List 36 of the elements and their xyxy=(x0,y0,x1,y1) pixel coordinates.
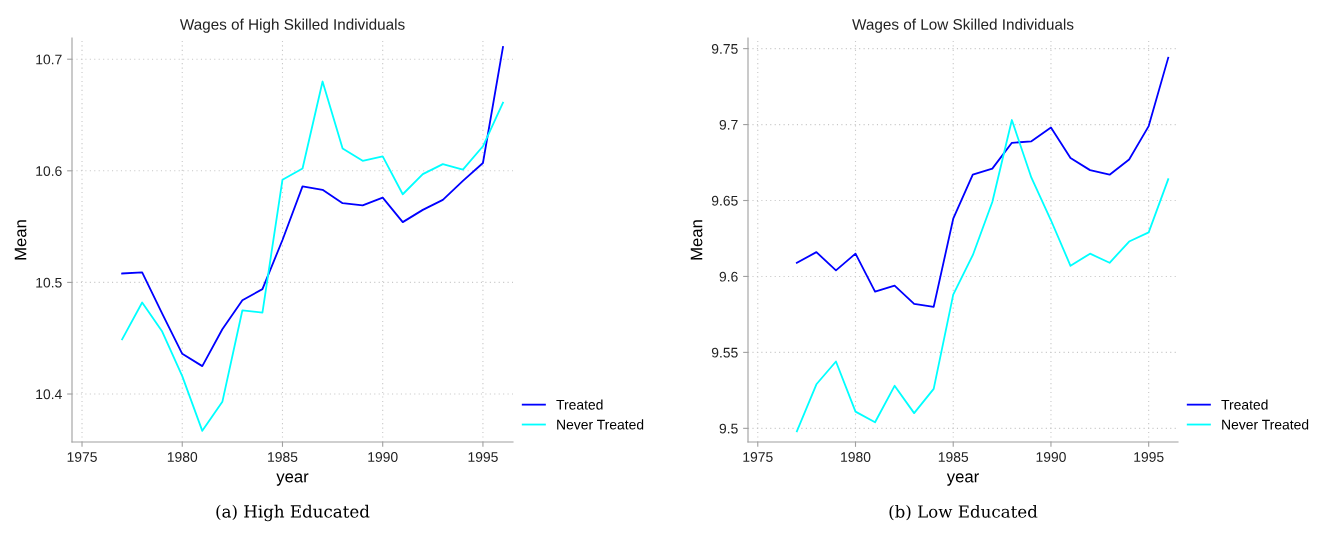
x-tick-label: 1975 xyxy=(67,452,97,462)
y-tick-label: 9.7 xyxy=(719,119,738,130)
chart-title: Wages of High Skilled Individuals xyxy=(179,18,405,33)
x-tick-label: 1985 xyxy=(938,452,969,462)
y-axis-title: Mean xyxy=(14,220,27,260)
legend-label: Never Treated xyxy=(557,419,644,430)
line-series xyxy=(795,119,1170,433)
x-tick-label: 1975 xyxy=(743,452,773,462)
y-tick-label: 10.6 xyxy=(36,166,62,176)
x-tick-label: 1995 xyxy=(468,452,498,462)
x-axis-title: year xyxy=(276,473,309,486)
x-tick-label: 1980 xyxy=(841,452,871,462)
y-axis-title: Mean xyxy=(690,220,703,260)
y-tick-label: 9.55 xyxy=(711,347,738,358)
text: (b) Low Educated xyxy=(889,504,1038,521)
line-series xyxy=(795,56,1170,308)
y-tick-label: 9.6 xyxy=(719,271,738,282)
y-tick-label: 9.5 xyxy=(719,423,738,434)
x-tick-label: 1990 xyxy=(368,452,398,462)
x-tick-label: 1980 xyxy=(167,452,198,462)
y-tick-label: 9.75 xyxy=(711,43,738,54)
y-tick-label: 10.7 xyxy=(36,54,62,65)
legend-label: Never Treated xyxy=(1222,419,1309,430)
line-series xyxy=(121,80,504,432)
y-tick-label: 10.4 xyxy=(36,389,62,400)
y-tick-label: 9.65 xyxy=(711,195,738,206)
y-tick-label: 10.5 xyxy=(36,277,62,288)
x-tick-label: 1995 xyxy=(1134,452,1164,462)
text: (a) High Educated xyxy=(216,504,370,522)
x-tick-label: 1985 xyxy=(268,452,298,462)
legend-label: Treated xyxy=(556,399,603,410)
x-axis-title: year xyxy=(946,473,979,486)
line-series xyxy=(121,46,504,368)
legend-label: Treated xyxy=(1221,399,1268,410)
chart-title: Wages of Low Skilled Individuals xyxy=(852,18,1074,33)
x-tick-label: 1990 xyxy=(1036,452,1066,462)
